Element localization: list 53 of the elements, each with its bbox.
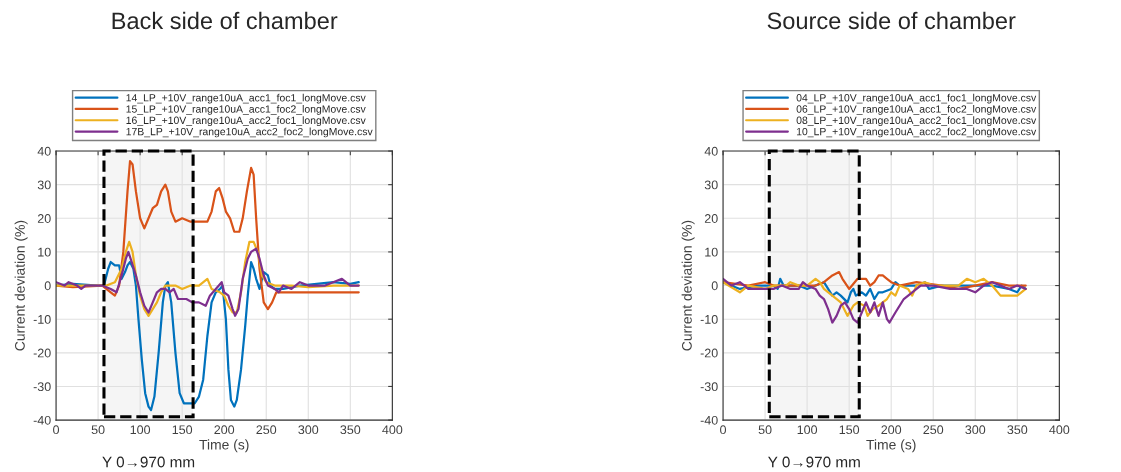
- x-tick-label: 350: [340, 425, 361, 435]
- y-tick-label: 40: [37, 146, 51, 156]
- x-axis-title: Time (s): [199, 439, 249, 453]
- y-tick-label: 10: [705, 247, 718, 257]
- x-tick-label: 200: [214, 425, 235, 435]
- x-tick-label: 250: [256, 425, 277, 435]
- y-axis-title: Current deviation (%): [681, 220, 695, 351]
- legend-label: 08_LP_+10V_range10uA_acc2_foc1_longMove.csv: [796, 116, 1037, 127]
- x-tick-label: 100: [797, 425, 818, 435]
- y-tick-label: -40: [33, 415, 51, 425]
- y-tick-label: -10: [700, 314, 718, 324]
- y-tick-label: -20: [33, 348, 51, 358]
- legend-label: 15_LP_+10V_range10uA_acc1_foc2_longMove.csv: [126, 105, 366, 115]
- y-tick-label: -30: [700, 382, 718, 392]
- chart-title: Back side of chamber: [112, 11, 338, 30]
- y-axis-title: Current deviation (%): [14, 220, 28, 351]
- x-tick-label: 100: [130, 425, 151, 435]
- x-tick-label: 250: [923, 425, 944, 435]
- band-label: Y 0→970 mm: [768, 456, 860, 468]
- y-tick-label: -10: [33, 314, 51, 324]
- x-tick-label: 0: [53, 425, 60, 435]
- legend-label: 06_LP_+10V_range10uA_acc1_foc2_longMove.csv: [796, 105, 1037, 115]
- y-tick-label: 0: [711, 281, 718, 291]
- legend-label: 16_LP_+10V_range10uA_acc2_foc1_longMove.csv: [126, 116, 366, 127]
- x-axis-title: Time (s): [866, 439, 916, 453]
- chart-title: Source side of chamber: [767, 11, 1016, 30]
- x-tick-label: 400: [382, 425, 403, 435]
- y-tick-label: 20: [704, 214, 718, 223]
- legend-label: 14_LP_+10V_range10uA_acc1_foc1_longMove.csv: [126, 93, 366, 104]
- x-tick-label: 150: [172, 425, 193, 435]
- y-tick-label: -40: [700, 415, 718, 425]
- legend-label: 04_LP_+10V_range10uA_acc1_foc1_longMove.csv: [796, 93, 1037, 104]
- y-tick-label: 10: [38, 247, 51, 257]
- legend-label: 17B_LP_+10V_range10uA_acc2_foc2_longMove.csv: [126, 127, 373, 138]
- y-tick-label: -30: [33, 382, 51, 392]
- x-tick-label: 300: [965, 425, 986, 435]
- x-tick-label: 150: [839, 425, 860, 435]
- x-tick-label: 50: [91, 425, 105, 435]
- legend-label: 10_LP_+10V_range10uA_acc2_foc2_longMove.csv: [796, 127, 1037, 138]
- y-tick-label: -20: [700, 348, 718, 358]
- x-tick-label: 50: [758, 425, 772, 435]
- y-tick-label: 30: [37, 180, 51, 190]
- x-tick-label: 400: [1049, 425, 1070, 435]
- y-tick-label: 40: [704, 146, 718, 156]
- x-tick-label: 300: [298, 425, 319, 435]
- y-tick-label: 30: [704, 180, 718, 190]
- y-tick-label: 0: [44, 281, 51, 291]
- band-label: Y 0→970 mm: [102, 456, 195, 468]
- x-tick-label: 0: [720, 425, 727, 435]
- x-tick-label: 200: [881, 425, 902, 435]
- x-tick-label: 350: [1007, 425, 1028, 435]
- line-series: [723, 271, 1027, 291]
- y-tick-label: 20: [37, 214, 51, 223]
